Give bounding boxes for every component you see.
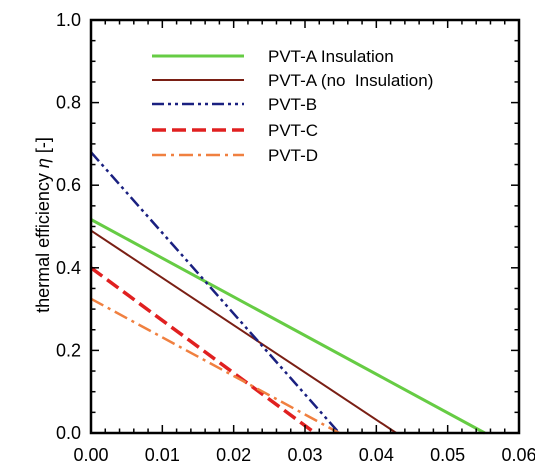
y-tick-label: 0.0: [56, 423, 81, 443]
x-tick-label: 0.06: [501, 445, 535, 465]
series-line-5: [90, 297, 340, 435]
y-tick-label: 0.2: [56, 340, 81, 360]
series-line-2: [90, 229, 397, 434]
series-line-4: [89, 266, 317, 435]
series-layer: [89, 151, 486, 435]
y-tick-label: 0.6: [56, 175, 81, 195]
y-tick-label: 0.4: [56, 258, 81, 278]
series-line-3: [90, 151, 341, 434]
series-line-1: [90, 218, 486, 435]
x-tick-label: 0.00: [73, 445, 108, 465]
x-tick-label: 0.02: [216, 445, 251, 465]
y-axis-title-unit: [-]: [33, 137, 53, 153]
svg-text:thermal efficiency: thermal efficiency η [-]: [33, 137, 53, 313]
legend-label-5: PVT-D: [268, 146, 318, 165]
x-tick-label: 0.01: [145, 445, 180, 465]
legend-label-4: PVT-C: [268, 121, 318, 140]
tick-label-layer: 0.00 0.01 0.02 0.03 0.04 0.05 0.06 0.0 0.2 0.4 0.6…: [56, 10, 535, 465]
legend-label-3: PVT-B: [268, 95, 317, 114]
y-axis-title-text: thermal efficiency: [33, 173, 53, 313]
plot-frame: [89, 18, 521, 435]
y-tick-label: 1.0: [56, 10, 81, 30]
y-axis-title: thermal efficiency η [-]: [33, 137, 53, 313]
x-tick-label: 0.03: [287, 445, 322, 465]
y-axis-title-symbol: η: [33, 158, 53, 168]
y-tick-label: 0.8: [56, 93, 81, 113]
legend-label-1: PVT-A Insulation: [268, 47, 394, 66]
legend: PVT-A Insulation PVT-A (no Insulation) PVT…: [152, 47, 433, 165]
x-tick-label: 0.05: [430, 445, 465, 465]
x-tick-label: 0.04: [359, 445, 394, 465]
legend-label-2: PVT-A (no Insulation): [268, 71, 433, 90]
